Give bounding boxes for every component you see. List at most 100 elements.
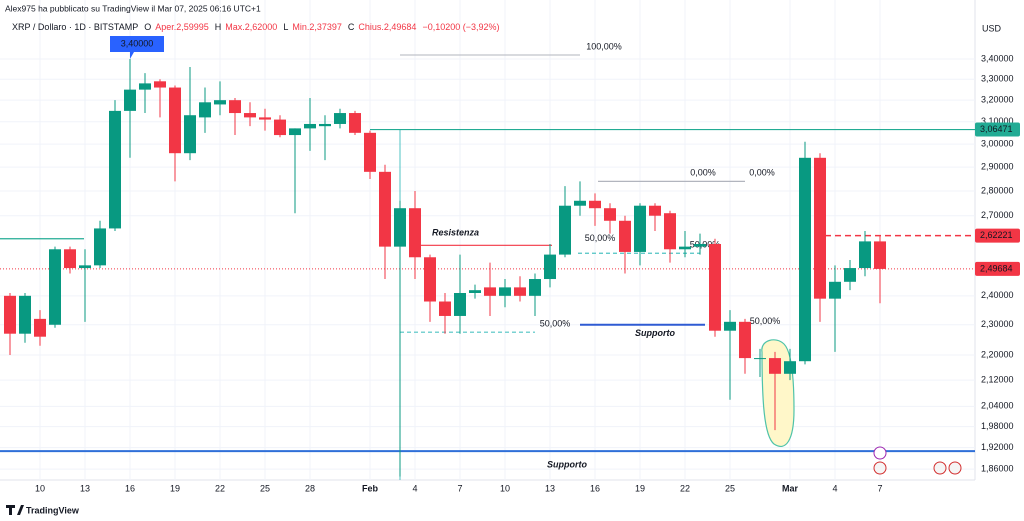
candle-body [574,200,586,206]
x-tick-label: 25 [725,483,735,493]
candle-body [289,128,301,136]
candle-body [739,321,751,359]
y-tick-label: 3,00000 [981,138,1014,148]
symbol-header: XRP / Dollaro · 1D · BITSTAMP O Aper.2,599… [12,22,500,32]
change: −0,10200 (−3,92%) [422,22,499,32]
candle-body [19,295,31,334]
candle-body [799,157,811,362]
candle-body [844,268,856,282]
candle-body [409,208,421,258]
logo-icon [6,505,24,515]
x-tick-label: Feb [362,483,379,493]
published-note: Alex975 ha pubblicato su TradingView il … [5,3,261,13]
levels: 100,00% 0,00% 0,00% Resistenza 50,00% 50,00% 5… [0,41,975,470]
annotation: Resistenza [432,228,479,238]
candle-body [874,241,886,269]
ohlc-value: Chius.2,49684 [358,22,416,32]
candle-body [394,208,406,247]
symbol: XRP / Dollaro · 1D · BITSTAMP [12,22,138,32]
candle-body [154,81,166,88]
x-tick-label: 13 [80,483,90,493]
candle-body [229,100,241,114]
x-tick-label: Mar [782,483,799,493]
candle-body [64,249,76,269]
candle-body [244,113,256,118]
price-label-box [975,228,1020,243]
y-tick-label: 2,40000 [981,290,1014,300]
currency: USD [982,23,1002,33]
x-tick-label: 19 [635,483,645,493]
event-icon [933,461,947,475]
candle-body [694,244,706,247]
candle-body [514,287,526,296]
callout-box [110,35,164,59]
y-tick-label: 2,70000 [981,210,1014,220]
candle-body [814,157,826,299]
candle-body [199,102,211,118]
annotation: 50,00% [540,319,571,329]
candle-body [319,123,331,127]
candle-body [334,113,346,124]
ohlc-value: Max.2,62000 [225,22,277,32]
price-label: 3,06471 [980,124,1013,134]
candle-body [664,213,676,250]
candle-body [469,290,481,293]
candle-body [859,241,871,269]
brand-logo: TradingView [6,505,80,515]
y-tick-label: 2,04000 [981,401,1014,411]
x-tick-label: 16 [590,483,600,493]
candle-body [34,318,46,337]
x-tick-label: 28 [305,483,315,493]
candle-body [349,113,361,133]
annotation: 0,00% [749,168,775,178]
event-icon [873,461,887,475]
candle-body [274,119,286,136]
annotation: Supporto [635,328,675,338]
candle-body [259,117,271,120]
candle-body [139,83,151,90]
ohlc-value: Min.2,37397 [292,22,342,32]
y-tick-label: 2,12000 [981,375,1014,385]
ohlc-key: C [348,22,355,32]
candle-body [304,123,316,129]
y-tick-label: 3,10000 [981,116,1014,126]
y-tick-label: 3,20000 [981,95,1014,105]
candle-body [754,358,766,360]
x-tick-label: 13 [545,483,555,493]
candle-body [529,279,541,296]
candle-body [364,132,376,172]
event-icon [873,446,887,460]
candle-body [619,220,631,252]
candle-body [109,110,121,229]
y-tick-label: 3,30000 [981,74,1014,84]
candle-body [94,228,106,266]
y-tick-label: 3,40000 [981,53,1014,63]
x-tick-label: 4 [832,483,837,493]
candle-body [184,115,196,154]
candle-body [124,89,136,111]
annotation: 100,00% [586,41,622,51]
candle-body [544,254,556,280]
candle-body [439,301,451,316]
price-label-box [975,261,1020,276]
y-tick-label: 1,98000 [981,421,1014,431]
candle-body [454,292,466,316]
x-tick-label: 10 [35,483,45,493]
ohlc-key: O [144,22,151,32]
highlight-zone [761,339,795,447]
ohlc-value: Aper.2,59995 [155,22,209,32]
axes: 3,40000 3,30000 3,20000 3,10000 3,00000 2,900… [35,35,1020,493]
event-icons [873,446,962,475]
price-label-box [975,122,1020,137]
x-tick-label: 22 [215,483,225,493]
x-tick-label: 10 [500,483,510,493]
annotation: Supporto [547,460,587,470]
x-tick-label: 25 [260,483,270,493]
candles [4,58,886,477]
callout-label: 3,40000 [121,38,154,48]
x-tick-label: 22 [680,483,690,493]
brand: TradingView [26,505,80,515]
y-tick-label: 2,20000 [981,349,1014,359]
candle-body [769,358,781,374]
